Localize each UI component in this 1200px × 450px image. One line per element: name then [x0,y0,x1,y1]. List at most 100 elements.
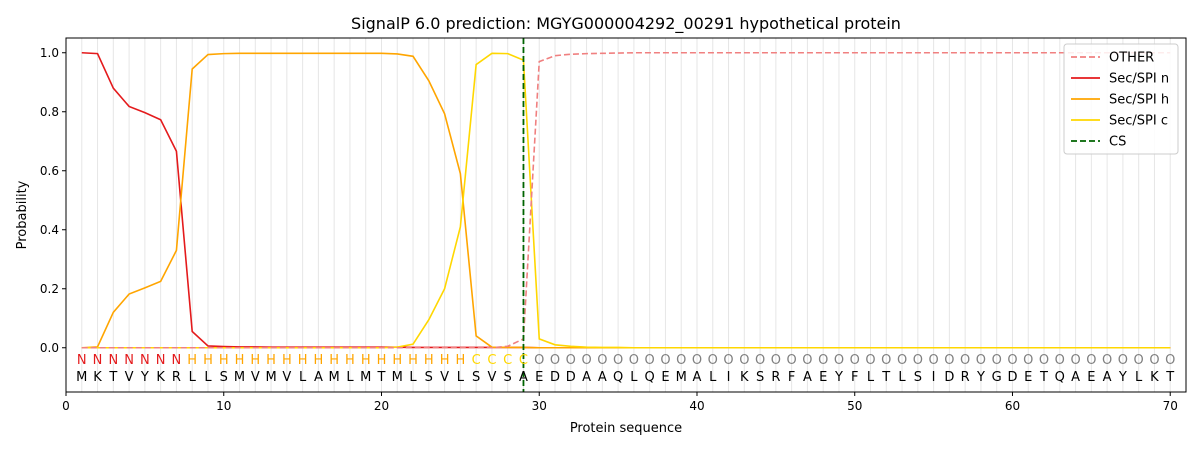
residue-label: K [93,370,102,385]
series-line-sec-spi-c [81,52,1171,349]
residue-label: R [961,370,970,385]
residue-label: S [756,370,764,385]
residue-label: L [867,370,875,385]
region-label: H [440,353,450,368]
plot-area: NMNKNTNVNYNKNRHLHLHSHMHVHMHVHLHAHMHLHMHT… [76,38,1175,392]
region-label: O [597,353,607,368]
series-line-sec-spi-n [81,51,1171,349]
region-label: O [755,353,765,368]
region-label: N [108,353,118,368]
legend-label: CS [1109,135,1126,150]
residue-label: Q [1055,370,1065,385]
region-label: N [93,353,103,368]
region-label: O [802,353,812,368]
residue-label: R [771,370,780,385]
residue-label: L [204,370,212,385]
region-label: N [156,353,166,368]
x-tick-label: 70 [1163,399,1178,413]
residue-label: E [819,370,827,385]
region-label: O [1055,353,1065,368]
residue-label: M [676,370,687,385]
residue-label: T [377,370,386,385]
residue-label: F [851,370,858,385]
region-label: O [992,353,1002,368]
region-label: O [960,353,970,368]
residue-label: K [1150,370,1159,385]
residue-label: V [251,370,260,385]
region-label: H [408,353,418,368]
y-tick-label: 0.0 [40,341,59,355]
region-label: O [676,353,686,368]
residue-label: A [1103,370,1112,385]
region-label: H [392,353,402,368]
region-label: O [1023,353,1033,368]
residue-label: M [76,370,87,385]
residue-label: L [409,370,417,385]
region-label: O [739,353,749,368]
residue-label: E [661,370,669,385]
residue-label: Y [976,370,985,385]
residue-label: M [234,370,245,385]
region-label: O [629,353,639,368]
residue-label: A [314,370,323,385]
residue-label: T [1039,370,1048,385]
region-label: O [897,353,907,368]
residue-label: S [220,370,228,385]
region-label: O [1165,353,1175,368]
region-label: O [1134,353,1144,368]
region-label: O [913,353,923,368]
region-label: O [944,353,954,368]
residue-label: V [440,370,449,385]
region-label: O [550,353,560,368]
residue-label: L [630,370,638,385]
residue-label: M [360,370,371,385]
residue-label: D [944,370,954,385]
region-label: O [771,353,781,368]
region-label: O [566,353,576,368]
region-label: N [140,353,150,368]
residue-label: R [172,370,181,385]
region-label: H [424,353,434,368]
residue-label: L [457,370,465,385]
residue-label: A [803,370,812,385]
region-label: O [1086,353,1096,368]
region-label: O [865,353,875,368]
region-label: H [282,353,292,368]
region-label: O [1118,353,1128,368]
residue-label: A [519,370,528,385]
residue-label: T [108,370,117,385]
residue-label: E [1024,370,1032,385]
residue-label: Y [140,370,149,385]
residue-label: K [740,370,749,385]
region-label: O [613,353,623,368]
residue-label: V [487,370,496,385]
residue-label: Q [645,370,655,385]
x-tick-label: 0 [62,399,70,413]
residue-label: L [898,370,906,385]
region-label: O [660,353,670,368]
residue-label: A [693,370,702,385]
residue-label: T [1165,370,1174,385]
residue-label: E [1087,370,1095,385]
region-label: C [487,353,496,368]
region-label: H [187,353,197,368]
residue-label: L [346,370,354,385]
region-label: C [519,353,528,368]
residue-label: S [472,370,480,385]
y-axis-label: Probability [15,180,30,249]
residue-label: D [550,370,560,385]
region-label: H [266,353,276,368]
residue-label: G [992,370,1002,385]
residue-label: I [727,370,731,385]
legend: OTHER Sec/SPI n Sec/SPI h Sec/SPI c CS [1063,43,1179,155]
region-label: H [361,353,371,368]
residue-label: L [709,370,717,385]
region-label: O [581,353,591,368]
region-label: O [928,353,938,368]
region-label: C [472,353,481,368]
y-tick-label: 0.2 [40,282,59,296]
region-label: H [455,353,465,368]
chart-title: SignalP 6.0 prediction: MGYG000004292_00… [351,14,901,34]
region-label: O [850,353,860,368]
residue-label: S [914,370,922,385]
